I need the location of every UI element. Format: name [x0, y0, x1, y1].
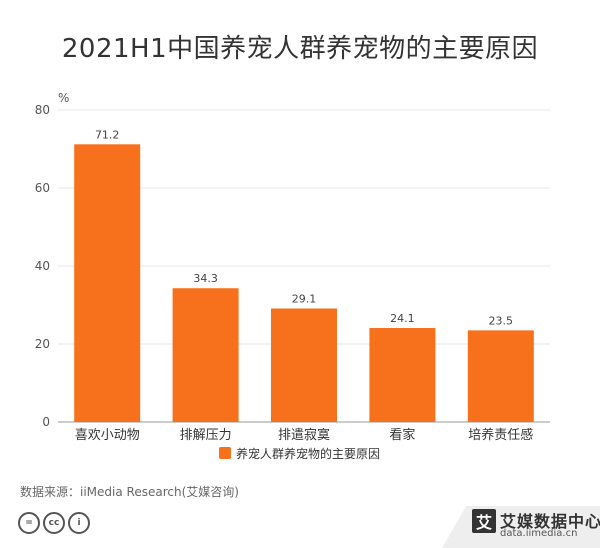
- brand-logo-icon: 艾: [472, 509, 496, 533]
- bar: [467, 330, 534, 422]
- data-label: 34.3: [193, 272, 218, 285]
- equals-icon: =: [18, 512, 40, 534]
- bar: [271, 308, 337, 422]
- y-tick-label: 40: [35, 259, 50, 273]
- y-tick-label: 0: [42, 415, 50, 429]
- legend-swatch: [219, 447, 231, 459]
- x-tick-label: 喜欢小动物: [75, 428, 140, 443]
- y-tick-label: 80: [35, 103, 50, 117]
- y-unit-label: %: [58, 91, 69, 105]
- data-label: 71.2: [95, 128, 120, 141]
- brand-block: 艾 艾媒数据中心 data.iimedia.cn: [442, 506, 600, 548]
- legend-label: 养宠人群养宠物的主要原因: [236, 446, 380, 461]
- data-label: 24.1: [390, 312, 415, 325]
- cc-icon: cc: [43, 512, 65, 534]
- data-label: 23.5: [489, 314, 514, 327]
- license-icons: = cc i: [18, 512, 90, 534]
- y-tick-label: 60: [35, 181, 50, 195]
- y-tick-label: 20: [35, 337, 50, 351]
- person-icon: i: [68, 512, 90, 534]
- brand-url: data.iimedia.cn: [500, 528, 578, 539]
- chart-title: 2021H1中国养宠人群养宠物的主要原因: [61, 34, 539, 64]
- bar-chart: 0 20 40 60 80% 71.2 喜欢小动物 34.3 排解压力 29.1 排遣寂寞 24.1 看…: [35, 91, 550, 461]
- x-tick-label: 排遣寂寞: [278, 427, 330, 443]
- x-tick-label: 看家: [389, 427, 415, 443]
- bar: [369, 328, 436, 422]
- x-tick-label: 排解压力: [180, 428, 232, 443]
- brand-name: 艾媒数据中心: [500, 512, 600, 531]
- bar: [74, 144, 141, 422]
- source-note: 数据来源：iiMedia Research(艾媒咨询): [20, 485, 239, 499]
- data-label: 29.1: [292, 293, 317, 306]
- x-tick-label: 培养责任感: [468, 427, 533, 443]
- bar: [172, 288, 239, 422]
